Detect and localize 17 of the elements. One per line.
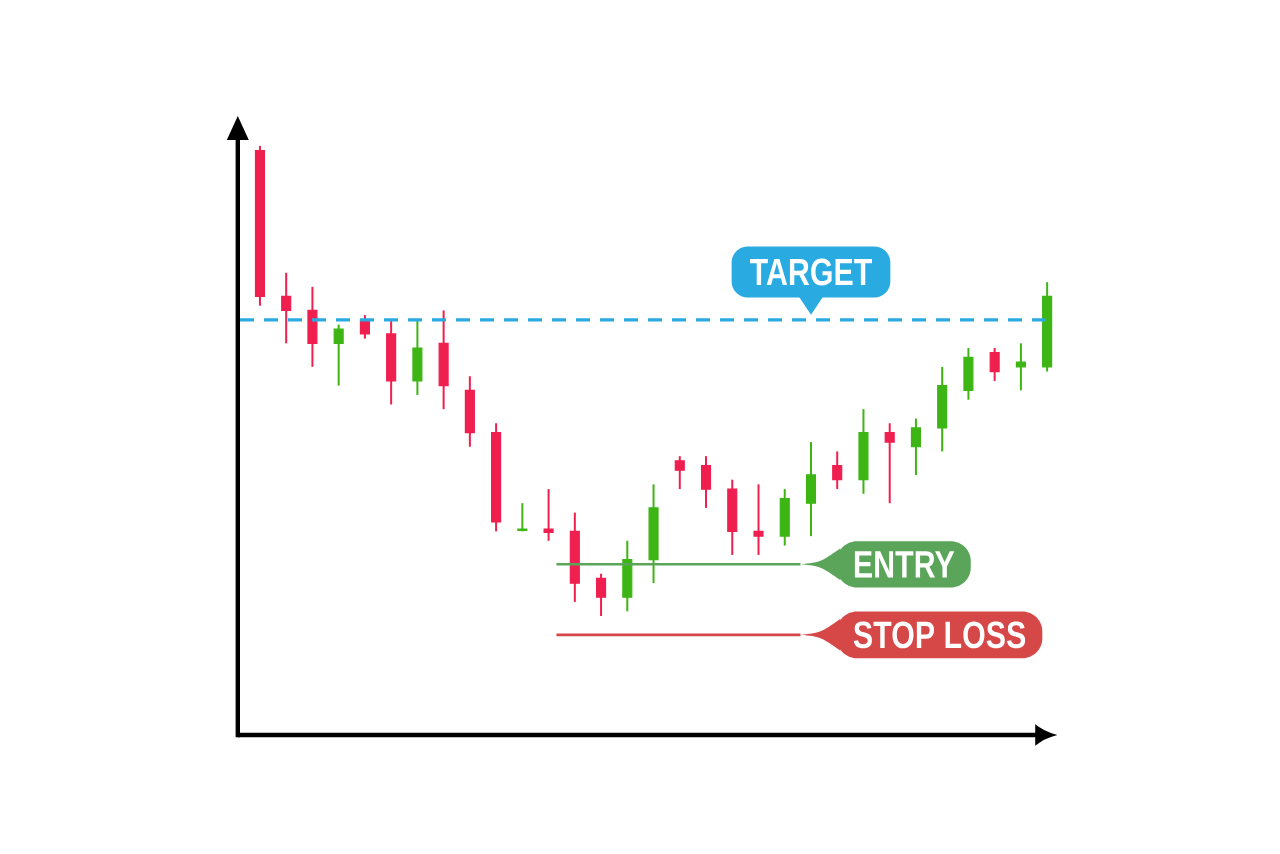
candlestick	[333, 323, 344, 387]
candlestick	[359, 314, 370, 340]
candlestick	[832, 450, 843, 491]
candlestick	[989, 347, 1000, 382]
candlestick	[674, 455, 685, 491]
candlestick	[753, 483, 764, 556]
candlestick	[281, 271, 292, 345]
ref-line-label: TARGET	[749, 258, 872, 286]
candlestick	[1015, 342, 1026, 392]
ref-line-label: ENTRY	[854, 551, 955, 578]
candlestick	[910, 417, 921, 476]
candlestick	[596, 572, 607, 618]
candlestick	[700, 455, 712, 509]
ref-line-label: STOP LOSS	[853, 621, 1026, 649]
candlestick	[884, 422, 895, 505]
candlestick	[517, 502, 528, 533]
candlestick	[543, 488, 554, 542]
